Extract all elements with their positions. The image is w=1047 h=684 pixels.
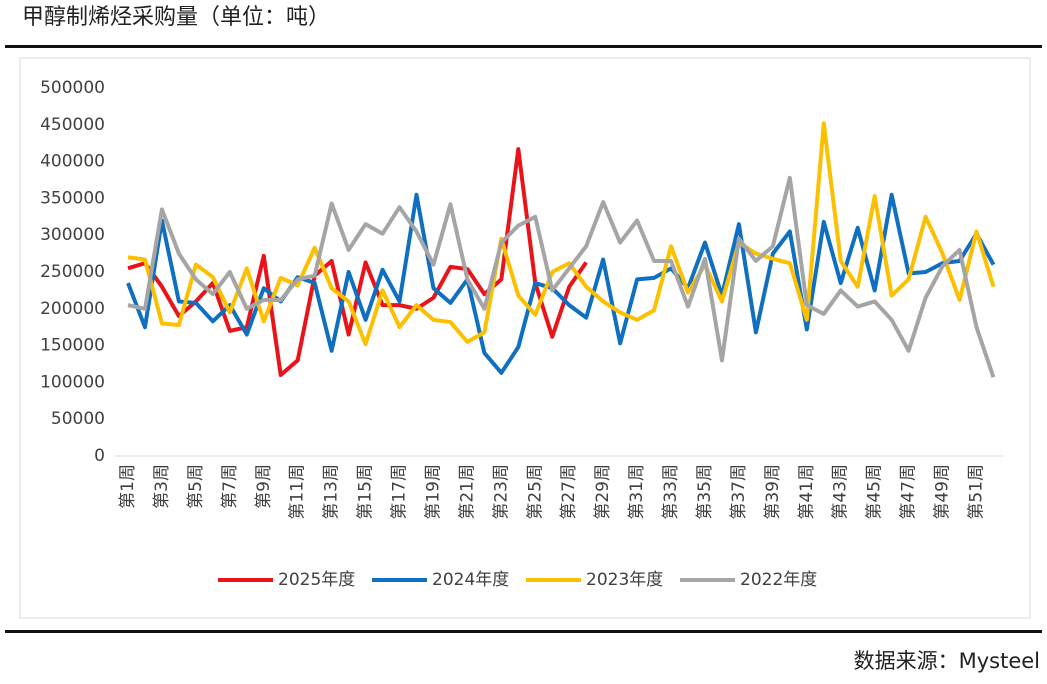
x-tick-label: 第15周	[356, 464, 376, 520]
y-tick-label: 200000	[40, 299, 105, 319]
x-tick-label: 第49周	[933, 464, 953, 520]
x-tick-label: 第33周	[661, 464, 681, 520]
y-tick-label: 350000	[40, 188, 105, 208]
x-tick-label: 第7周	[220, 464, 240, 509]
x-tick-label: 第25周	[525, 464, 545, 520]
legend-label: 2023年度	[586, 570, 663, 590]
rule	[5, 630, 1042, 633]
legend-label: 2024年度	[432, 570, 509, 590]
x-tick-label: 第1周	[118, 464, 138, 509]
x-tick-label: 第27周	[559, 464, 579, 520]
x-tick-label: 第9周	[254, 464, 274, 509]
title: 甲醇制烯烃采购量（单位：吨）	[22, 5, 330, 30]
x-tick-label: 第39周	[763, 464, 783, 520]
y-tick-label: 450000	[40, 115, 105, 135]
x-tick-label: 第51周	[967, 464, 987, 520]
x-tick-label: 第13周	[322, 464, 342, 520]
x-tick-label: 第5周	[186, 464, 206, 509]
legend-label: 2025年度	[278, 570, 355, 590]
source: 数据来源：Mysteel	[854, 649, 1040, 673]
x-tick-label: 第19周	[423, 464, 443, 520]
x-tick-label: 第17周	[390, 464, 410, 520]
x-tick-label: 第37周	[729, 464, 749, 520]
y-tick-label: 0	[94, 446, 105, 466]
x-tick-label: 第31周	[627, 464, 647, 520]
x-tick-label: 第23周	[491, 464, 511, 520]
x-tick-label: 第3周	[152, 464, 172, 509]
x-tick-label: 第11周	[288, 464, 308, 520]
chart-frame	[19, 57, 1031, 619]
y-tick-label: 250000	[40, 262, 105, 282]
legend-label: 2022年度	[740, 570, 817, 590]
y-tick-label: 400000	[40, 152, 105, 172]
y-tick-label: 50000	[51, 409, 105, 429]
y-tick-label: 300000	[40, 225, 105, 245]
y-tick-label: 100000	[40, 372, 105, 392]
x-tick-label: 第41周	[797, 464, 817, 520]
rule	[5, 45, 1042, 48]
x-tick-label: 第45周	[865, 464, 885, 520]
x-tick-label: 第35周	[695, 464, 715, 520]
y-tick-label: 150000	[40, 336, 105, 356]
x-tick-label: 第43周	[831, 464, 851, 520]
series-line	[127, 147, 588, 378]
y-tick-label: 500000	[40, 78, 105, 98]
x-tick-label: 第29周	[593, 464, 613, 520]
x-tick-label: 第21周	[457, 464, 477, 520]
x-tick-label: 第47周	[899, 464, 919, 520]
series-line	[127, 175, 996, 378]
